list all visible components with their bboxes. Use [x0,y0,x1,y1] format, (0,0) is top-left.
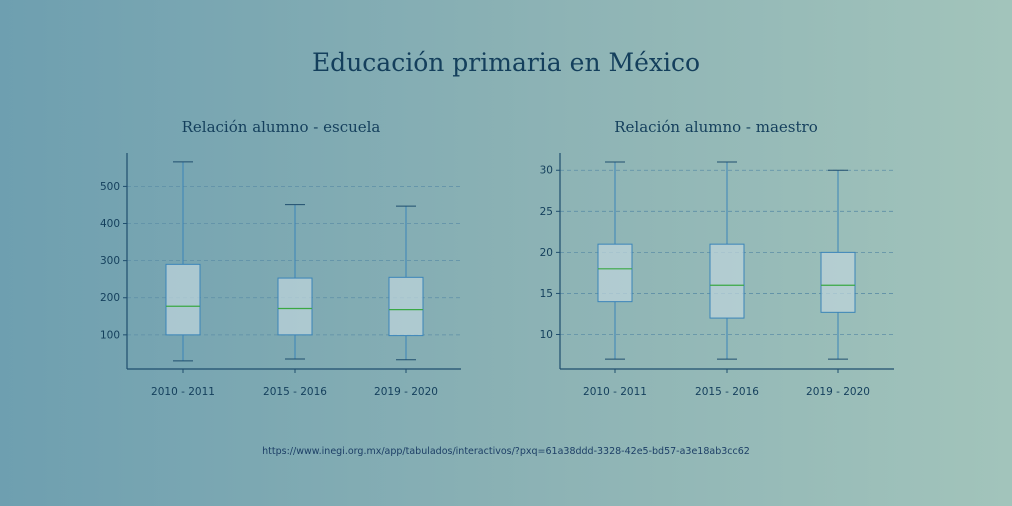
y-tick-label: 400 [100,218,120,230]
box-iqr [388,276,424,337]
x-tick-label: 2010 - 2011 [151,386,215,398]
y-tick-label: 200 [100,292,120,304]
y-tick-label: 300 [100,255,120,267]
chart-title: Educación primaria en México [311,48,701,77]
box-iqr [165,263,201,336]
left-chart-title: Relación alumno - escuela [181,118,381,136]
x-tick-label: 2015 - 2016 [263,386,327,398]
y-tick-label: 500 [100,181,120,193]
right-chart-title: Relación alumno - maestro [614,118,818,136]
x-tick-label: 2019 - 2020 [374,386,438,398]
y-tick-label: 100 [100,329,120,341]
source-link[interactable]: https://www.inegi.org.mx/app/tabulados/i… [262,446,750,457]
box-iqr [277,277,313,336]
